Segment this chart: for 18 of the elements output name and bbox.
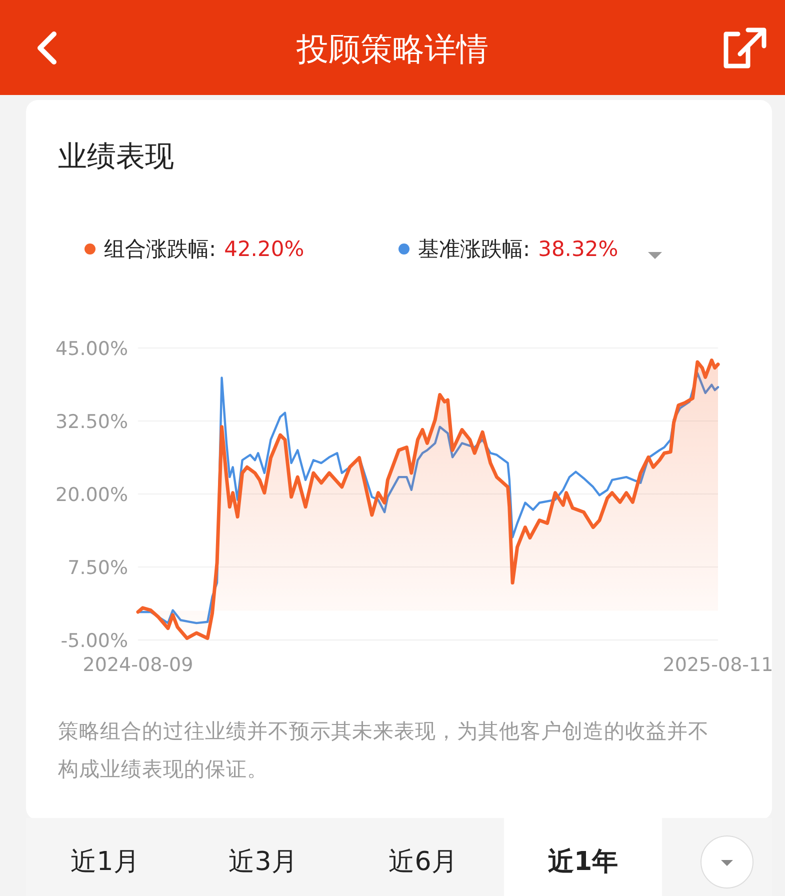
x-tick-label: 2025-08-11 [662, 654, 774, 676]
text: 38.32% [538, 237, 618, 261]
y-tick-label: -5.00% [60, 630, 128, 652]
y-tick-label: 32.50% [56, 411, 128, 433]
x-tick-label: 2024-08-09 [82, 654, 194, 676]
text: 近1月 [70, 847, 140, 877]
text: 近1年 [548, 847, 618, 877]
legend-label: 基准涨跌幅: [418, 237, 530, 261]
text: 42.20% [224, 237, 304, 261]
y-tick-label: 20.00% [56, 484, 128, 506]
chart-subtitle: 业绩表现 [58, 139, 174, 173]
chart-title: 投顾策略详情 [296, 30, 488, 68]
y-tick-label: 7.50% [68, 557, 128, 579]
text: 近6月 [388, 847, 458, 877]
text: 策略组合的过往业绩并不预示其未来表现，为其他客户创造的收益并不构成业绩表现的保证。 [58, 718, 710, 783]
legend-label: 组合涨跌幅: [104, 237, 216, 261]
text: 近3月 [228, 847, 298, 877]
y-tick-label: 45.00% [56, 338, 128, 360]
